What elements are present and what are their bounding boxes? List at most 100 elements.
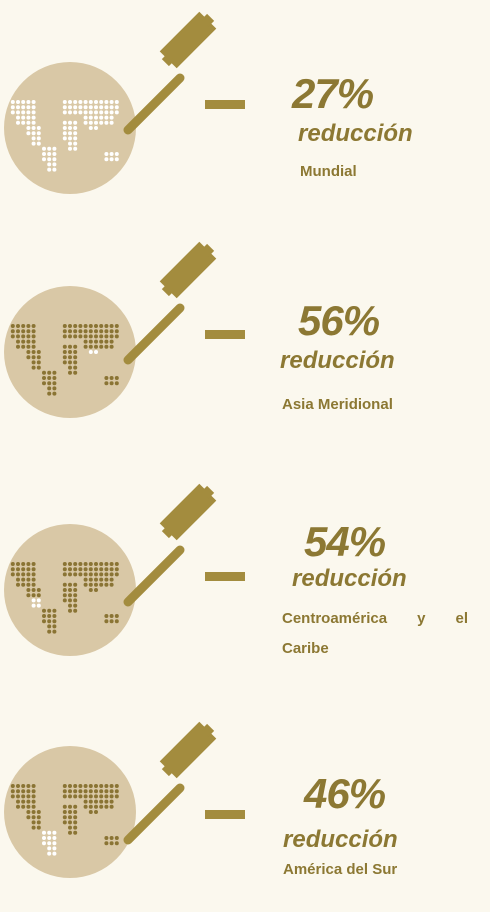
map-dot [68, 329, 72, 334]
map-dot [109, 562, 114, 566]
map-dot [10, 324, 15, 328]
map-dot [68, 789, 72, 794]
map-dot [21, 582, 26, 587]
map-dot [109, 789, 114, 794]
map-dot [26, 804, 31, 809]
map-dot [52, 841, 57, 846]
map-dot [16, 567, 20, 572]
map-dot [36, 810, 41, 814]
map-dot [31, 820, 36, 825]
label: reducción [283, 826, 398, 853]
map-dot [83, 562, 88, 566]
map-dot [88, 100, 93, 104]
map-dot [78, 784, 83, 788]
map-dot [16, 562, 20, 566]
map-dot [26, 784, 31, 788]
map-dot [83, 110, 88, 115]
map-dot [114, 572, 119, 577]
map-dot [31, 110, 36, 115]
map-dot [62, 350, 67, 354]
map-dot [31, 355, 36, 360]
map-dot [109, 339, 114, 344]
map-dot [42, 608, 46, 613]
map-dot [78, 110, 83, 115]
map-dot [21, 339, 26, 344]
map-dot [31, 100, 36, 104]
region: Centroamérica y el Caribe [282, 610, 468, 657]
map-dot [68, 588, 72, 592]
map-dot [52, 851, 57, 856]
map-dot [10, 110, 15, 115]
map-dot [42, 841, 46, 846]
map-dot [88, 344, 93, 349]
map-dot [52, 624, 57, 629]
map-dot [104, 334, 109, 339]
map-dot [99, 329, 104, 334]
map-dot [68, 360, 72, 365]
map-dot [109, 120, 114, 125]
map-dot [73, 344, 78, 349]
map-dot [94, 120, 98, 125]
map-dot [36, 603, 41, 608]
map-dot [114, 329, 119, 334]
map-dot [52, 370, 57, 375]
map-dot [78, 329, 83, 334]
map-dot [52, 376, 57, 380]
map-dot [21, 110, 26, 115]
map-dot [26, 588, 31, 592]
map-dot [83, 784, 88, 788]
map-dot [104, 619, 109, 624]
map-dot [16, 115, 20, 120]
map-dot [94, 329, 98, 334]
map-dot [52, 152, 57, 156]
map-dot [36, 593, 41, 598]
map-dot [109, 157, 114, 162]
region: Mundial [300, 163, 357, 180]
map-dot [104, 577, 109, 582]
map-dot [88, 115, 93, 120]
map-dot [26, 593, 31, 598]
map-dot [26, 799, 31, 804]
map-dot [68, 120, 72, 125]
map-dot [36, 815, 41, 820]
map-dot [114, 784, 119, 788]
map-dot [21, 344, 26, 349]
map-dot [104, 157, 109, 162]
map-dot [73, 355, 78, 360]
map-dot [21, 100, 26, 104]
map-dot [62, 126, 67, 130]
map-dot [16, 789, 20, 794]
map-dot [99, 572, 104, 577]
map-dot [47, 629, 52, 634]
map-dot [16, 105, 20, 110]
map-dot [16, 334, 20, 339]
map-dot [26, 562, 31, 566]
map-dot [52, 381, 57, 386]
map-dot [88, 794, 93, 799]
map-dot [94, 100, 98, 104]
map-dot [47, 846, 52, 851]
map-dot [52, 167, 57, 172]
map-dot [88, 789, 93, 794]
map-dot [62, 789, 67, 794]
map-dot [73, 365, 78, 370]
map-dot [94, 784, 98, 788]
map-dot [73, 136, 78, 141]
map-dot [114, 334, 119, 339]
map-dot [94, 126, 98, 130]
map-dot [26, 334, 31, 339]
map-dot [88, 582, 93, 587]
label: reducción [280, 347, 395, 374]
map-dot [21, 115, 26, 120]
map-dot [26, 789, 31, 794]
map-dot [94, 810, 98, 814]
map-dot [68, 370, 72, 375]
map-dot [88, 588, 93, 592]
map-dot [73, 810, 78, 814]
gavel-base [205, 330, 245, 339]
map-dot [16, 577, 20, 582]
map-dot [52, 830, 57, 835]
map-dot [16, 784, 20, 788]
map-dot [52, 608, 57, 613]
map-dot [47, 841, 52, 846]
